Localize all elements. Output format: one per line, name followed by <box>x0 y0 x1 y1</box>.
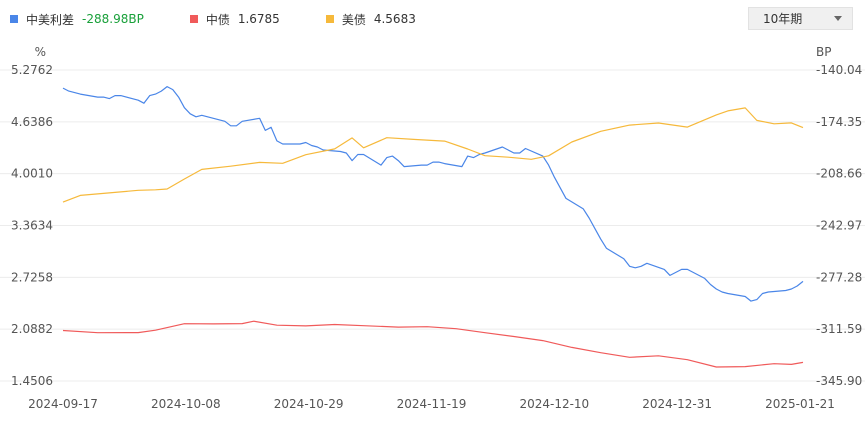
legend-item-cn-bond[interactable]: 中债 1.6785 <box>189 11 280 28</box>
legend-name-cn-bond: 中债 <box>205 12 230 27</box>
x-tick-label: 2024-10-29 <box>274 397 344 411</box>
y-right-tick-label: -140.04 <box>816 63 862 77</box>
x-tick-label: 2024-12-31 <box>642 397 712 411</box>
legend: 中美利差 -288.98BP 中债 1.6785 美债 4.5683 <box>10 10 462 28</box>
legend-value-us-bond: 4.5683 <box>373 12 416 26</box>
x-ticks: 2024-09-17 2024-10-08 2024-10-29 2024-11-19… <box>28 397 835 411</box>
x-tick-label: 2024-12-10 <box>519 397 589 411</box>
x-tick-label: 2024-11-19 <box>397 397 467 411</box>
legend-value-spread: -288.98BP <box>82 12 144 26</box>
period-select-value: 10年期 <box>763 12 803 26</box>
y-right-tick-label: -311.59 <box>816 322 862 336</box>
legend-item-spread[interactable]: 中美利差 -288.98BP <box>10 11 144 28</box>
legend-swatch-spread <box>10 15 18 23</box>
y-right-tick-label: -242.97 <box>816 219 862 233</box>
period-select[interactable]: 10年期 <box>748 7 853 30</box>
series-lines <box>62 85 804 368</box>
y-left-tick-label: 2.7258 <box>11 270 53 284</box>
grid <box>0 69 865 382</box>
y-left-tick-label: 3.3634 <box>11 219 53 233</box>
y-left-unit: % <box>35 45 46 59</box>
y-right-unit: BP <box>816 45 831 59</box>
y-left-tick-label: 1.4506 <box>11 374 53 388</box>
x-tick-label: 2024-10-08 <box>151 397 221 411</box>
y-right-tick-label: -208.66 <box>816 167 862 181</box>
legend-item-us-bond[interactable]: 美债 4.5683 <box>325 11 416 28</box>
legend-value-cn-bond: 1.6785 <box>237 12 280 26</box>
y-left-tick-label: 4.6386 <box>11 115 53 129</box>
y-left-ticks: 5.2762 4.6386 4.0010 3.3634 2.7258 2.0882 1.45… <box>11 63 53 388</box>
legend-name-spread: 中美利差 <box>26 12 75 27</box>
legend-swatch-us-bond <box>325 15 334 23</box>
y-right-ticks: -140.04 -174.35 -208.66 -242.97 -277.28 -311.… <box>816 63 862 388</box>
y-right-tick-label: -277.28 <box>816 270 862 284</box>
x-tick-label: 2024-09-17 <box>28 397 98 411</box>
series-line <box>62 107 804 203</box>
legend-name-us-bond: 美债 <box>341 12 366 27</box>
y-right-tick-label: -345.90 <box>816 374 862 388</box>
y-left-tick-label: 2.0882 <box>11 322 53 336</box>
legend-swatch-cn-bond <box>189 15 198 23</box>
series-line <box>62 320 804 368</box>
y-left-tick-label: 5.2762 <box>11 63 53 77</box>
series-line <box>62 85 804 302</box>
y-left-tick-label: 4.0010 <box>11 167 53 181</box>
x-tick-label: 2025-01-21 <box>765 397 835 411</box>
y-right-tick-label: -174.35 <box>816 115 862 129</box>
chevron-down-icon <box>834 16 842 21</box>
